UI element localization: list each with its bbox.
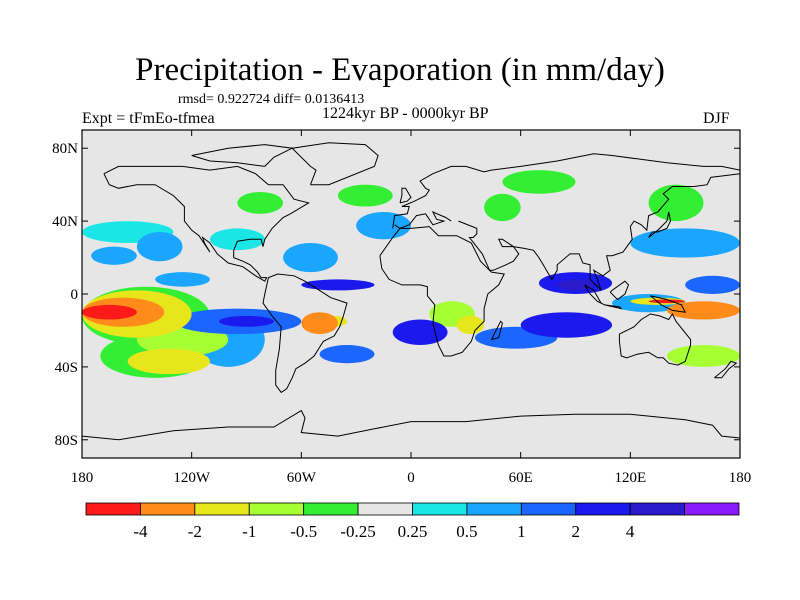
experiment-label: Expt = tFmEo-tfmea — [82, 110, 215, 127]
y-tick-label: 80N — [52, 141, 78, 157]
colorbar-label: -2 — [188, 522, 202, 541]
field-region — [456, 315, 485, 335]
colorbar-label: -4 — [133, 522, 148, 541]
x-tick-label: 60W — [287, 470, 317, 486]
field-region — [209, 228, 265, 251]
colorbar-swatch — [520, 502, 577, 516]
coastline — [604, 304, 623, 310]
x-tick-label: 0 — [407, 470, 415, 486]
season-label: DJF — [703, 110, 730, 127]
field-region — [685, 275, 740, 294]
x-tick-label: 120E — [614, 470, 646, 486]
coastline — [379, 226, 505, 357]
coastline — [291, 142, 379, 186]
field-region — [82, 304, 137, 320]
coastline — [82, 409, 740, 441]
coastline — [648, 211, 672, 238]
map-axes: 180 120W 60W 0 60E 120E 180 80N 40N 0 40S 80S — [52, 130, 751, 486]
x-tick-label: 180 — [729, 470, 752, 486]
colorbar-label: -0.5 — [290, 522, 317, 541]
coastline — [262, 273, 348, 394]
coastline — [103, 165, 310, 282]
coastline — [458, 173, 740, 291]
coastline — [650, 295, 687, 313]
colorbar-label: 0.25 — [398, 522, 428, 541]
field-region — [219, 315, 274, 327]
field-region — [337, 184, 393, 207]
colorbar-swatch — [140, 502, 196, 516]
colorbar-swatch — [303, 502, 359, 516]
x-tick-label: 60E — [509, 470, 533, 486]
field-region — [283, 242, 338, 273]
field-region — [557, 279, 594, 291]
field-region — [319, 345, 375, 364]
colorbar-label: 1 — [517, 522, 526, 541]
coastline — [191, 144, 294, 167]
field-region — [155, 272, 210, 287]
map-title: Precipitation - Evaporation (in mm/day) — [135, 52, 665, 88]
colorbar-swatch — [575, 502, 631, 516]
field-region — [136, 232, 183, 262]
field-region — [392, 319, 448, 346]
field-region — [502, 170, 576, 194]
y-tick-label: 40S — [55, 360, 78, 376]
field-layer — [82, 170, 740, 378]
colorbar-swatch — [629, 502, 685, 516]
colorbar-swatch — [684, 502, 740, 516]
field-region — [301, 312, 338, 335]
y-tick-label: 80S — [55, 433, 78, 449]
colorbar-label: 4 — [626, 522, 635, 541]
field-region — [648, 184, 704, 222]
coastline — [714, 360, 738, 379]
coastline — [609, 280, 630, 301]
colorbar: -4 -2 -1 -0.5 -0.25 0.25 0.5 1 2 4 — [85, 502, 740, 541]
field-region — [484, 193, 521, 222]
coastline — [399, 187, 412, 204]
coastline — [618, 313, 692, 366]
colorbar-swatch — [466, 502, 522, 516]
field-region — [91, 246, 137, 265]
field-region — [301, 279, 375, 291]
field-region — [666, 301, 740, 320]
field-region — [127, 348, 210, 375]
colorbar-label: -0.25 — [340, 522, 375, 541]
colorbar-swatch — [194, 502, 250, 516]
coastline — [490, 320, 503, 341]
period-label: 1224kyr BP - 0000kyr BP — [322, 105, 489, 122]
coastline — [394, 210, 452, 229]
coastlines — [82, 142, 740, 441]
colorbar-swatch — [357, 502, 413, 516]
colorbar-swatch — [412, 502, 468, 516]
coastline — [392, 153, 740, 229]
x-tick-label: 180 — [71, 470, 94, 486]
colorbar-swatch — [248, 502, 305, 516]
y-tick-label: 0 — [71, 287, 79, 303]
y-tick-label: 40N — [52, 214, 78, 230]
colorbar-label: 2 — [572, 522, 581, 541]
field-region — [630, 228, 740, 258]
map-plot — [81, 129, 741, 459]
statistics-text: rmsd= 0.922724 diff= 0.0136413 — [178, 92, 365, 107]
field-region — [356, 212, 412, 240]
field-region — [237, 191, 284, 214]
map-background — [82, 130, 740, 458]
colorbar-swatch — [85, 502, 141, 516]
x-tick-label: 120W — [173, 470, 211, 486]
field-region — [520, 312, 613, 338]
colorbar-label: -1 — [242, 522, 256, 541]
colorbar-label: 0.5 — [456, 522, 477, 541]
